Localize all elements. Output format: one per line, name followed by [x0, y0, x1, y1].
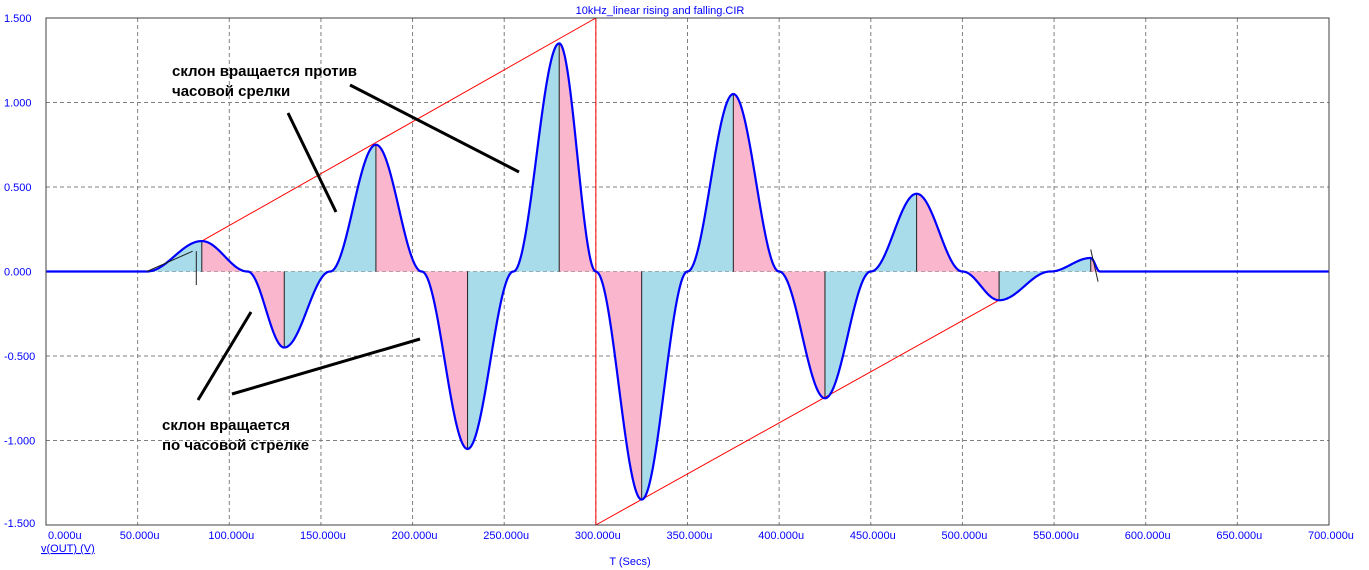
area-segment — [595, 271, 642, 500]
area-segment — [870, 193, 917, 272]
x-tick-label: 350.000u — [667, 530, 713, 542]
area-segment — [513, 43, 560, 272]
axes: 0.000u 50.000u 100.000u 150.000u 200.000u 250… — [4, 13, 1354, 542]
envelope-falling — [595, 299, 1000, 526]
annotation-ccw-line1: склон вращается против — [172, 63, 357, 80]
y-tick-label: -1.000 — [4, 436, 35, 448]
annotation-pointer — [349, 83, 520, 174]
annotation-pointer — [196, 311, 253, 401]
x-tick-label: 300.000u — [575, 530, 621, 542]
x-tick-label: 50.000u — [120, 530, 160, 542]
tangent-mark-end — [1090, 249, 1099, 282]
y-tick-label: 1.500 — [4, 13, 32, 25]
annotation-cw-line2: по часовой стрелке — [162, 437, 309, 454]
y-tick-label: -1.500 — [4, 518, 35, 530]
x-tick-label: 650.000u — [1216, 530, 1262, 542]
annotation-pointer — [231, 337, 421, 396]
x-tick-label: 400.000u — [758, 530, 804, 542]
annotation-ccw-line2: часовой срелки — [172, 83, 290, 100]
x-tick-label: 250.000u — [483, 530, 529, 542]
envelope-rising — [201, 17, 597, 242]
x-tick-label: 600.000u — [1125, 530, 1171, 542]
area-segment — [1050, 257, 1091, 272]
x-tick-label: 500.000u — [941, 530, 987, 542]
x-tick-label: 100.000u — [208, 530, 254, 542]
x-tick-label: 700.000u — [1308, 530, 1354, 542]
x-tick-label: 550.000u — [1033, 530, 1079, 542]
x-tick-label: 200.000u — [392, 530, 438, 542]
y-tick-label: -0.500 — [4, 351, 35, 363]
area-segment — [247, 271, 285, 348]
area-segment — [421, 271, 468, 449]
y-tick-label: 0.500 — [4, 182, 32, 194]
series-group — [46, 42, 1329, 501]
series-line-vout — [46, 42, 1329, 501]
x-axis-label: T (Secs) — [609, 556, 650, 568]
x-tick-label: 450.000u — [850, 530, 896, 542]
annotation-cw-line1: склон вращается — [162, 417, 290, 434]
area-segment — [733, 94, 780, 272]
area-segment — [201, 241, 248, 272]
x-tick-label: 0.000u — [48, 530, 82, 542]
y-tick-label: 0.000 — [4, 267, 32, 279]
plot-frame — [45, 17, 1330, 526]
annotation-pointer — [286, 112, 338, 213]
area-segment — [687, 94, 734, 272]
y-tick-label: 1.000 — [4, 98, 32, 110]
y-axis-label: v(OUT) (V) — [41, 543, 95, 555]
tangent-mark-start — [146, 250, 193, 272]
annotations: склон вращается против часовой срелки ск… — [162, 63, 520, 454]
x-tick-label: 150.000u — [300, 530, 346, 542]
area-segment — [284, 271, 331, 348]
chart-title: 10kHz_linear rising and falling.CIR — [576, 5, 745, 17]
